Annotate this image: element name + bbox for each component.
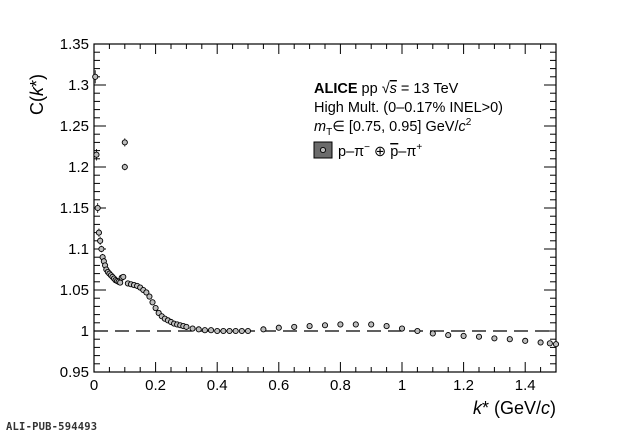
y-tick-label: 1.05 bbox=[60, 282, 89, 299]
data-point bbox=[146, 293, 153, 300]
data-point bbox=[537, 339, 544, 346]
data-point bbox=[94, 204, 101, 212]
data-point bbox=[220, 327, 227, 335]
y-tick-label: 1.35 bbox=[60, 36, 89, 53]
x-tick-label: 0.2 bbox=[145, 377, 166, 394]
data-point bbox=[121, 139, 128, 146]
x-axis-title: k* (GeV/c) bbox=[473, 398, 556, 418]
data-point bbox=[201, 327, 208, 334]
data-point bbox=[275, 324, 282, 331]
data-point bbox=[232, 327, 239, 335]
data-point bbox=[120, 273, 127, 280]
x-tick-label: 0 bbox=[90, 377, 98, 394]
y-tick-label: 1.15 bbox=[60, 200, 89, 217]
data-point bbox=[352, 321, 359, 328]
data-point bbox=[491, 335, 498, 342]
data-point bbox=[475, 333, 483, 340]
annotation-selection: High Mult. (0–0.17% INEL>0) bbox=[314, 100, 503, 116]
data-point bbox=[195, 326, 202, 333]
data-point bbox=[244, 327, 252, 335]
x-axis-ticks: 0 0.2 0.4 0.6 0.8 1 1.2 1.4 bbox=[90, 44, 557, 394]
data-point bbox=[238, 327, 245, 335]
x-tick-label: 0.8 bbox=[330, 377, 351, 394]
data-point bbox=[149, 299, 156, 306]
data-point bbox=[98, 245, 105, 253]
data-point bbox=[117, 279, 124, 286]
data-point bbox=[522, 337, 529, 344]
y-tick-label: 1 bbox=[81, 323, 89, 340]
data-point bbox=[546, 340, 553, 347]
data-point bbox=[260, 326, 267, 333]
y-tick-label: 1.1 bbox=[68, 241, 89, 258]
y-axis-title: C(k*) bbox=[27, 74, 47, 115]
data-point bbox=[445, 332, 452, 339]
data-point bbox=[506, 336, 513, 343]
data-point bbox=[368, 321, 375, 328]
y-tick-label: 1.2 bbox=[68, 159, 89, 176]
data-point bbox=[97, 237, 104, 244]
data-point bbox=[93, 151, 100, 158]
data-point bbox=[321, 322, 329, 329]
annotation-mt-range: mT∈ [0.75, 0.95] GeV/c2 bbox=[314, 117, 472, 138]
x-tick-label: 1.2 bbox=[453, 377, 474, 394]
data-series-p-pi bbox=[92, 70, 560, 348]
data-point bbox=[189, 325, 196, 332]
data-point bbox=[398, 325, 406, 332]
legend: ALICE pp √s = 13 TeV High Mult. (0–0.17%… bbox=[313, 81, 503, 160]
data-point bbox=[95, 229, 102, 236]
data-point bbox=[429, 330, 436, 337]
data-point bbox=[121, 163, 128, 171]
legend-entry-label: p–π− ⊕ p–π+ bbox=[338, 142, 422, 160]
data-point bbox=[152, 304, 159, 312]
y-tick-label: 1.25 bbox=[60, 118, 89, 135]
data-point bbox=[460, 332, 467, 339]
data-point bbox=[414, 327, 421, 335]
y-tick-label: 0.95 bbox=[60, 364, 89, 381]
publication-id: ALI-PUB-594493 bbox=[6, 421, 98, 433]
x-tick-label: 1.4 bbox=[515, 377, 536, 394]
data-point bbox=[383, 323, 390, 330]
data-point bbox=[214, 327, 221, 335]
y-axis-ticks: 0.95 1 1.05 1.1 1.15 1.2 1.25 1.3 1.35 bbox=[60, 36, 556, 381]
x-tick-label: 0.6 bbox=[268, 377, 289, 394]
data-point bbox=[207, 327, 215, 334]
x-tick-label: 1 bbox=[398, 377, 406, 394]
data-point bbox=[291, 323, 298, 330]
data-point bbox=[337, 321, 344, 328]
data-point bbox=[306, 323, 313, 330]
data-point bbox=[183, 323, 190, 330]
y-tick-label: 1.3 bbox=[68, 77, 89, 94]
legend-marker-circle bbox=[319, 146, 327, 154]
x-tick-label: 0.4 bbox=[207, 377, 228, 394]
data-point bbox=[552, 341, 560, 348]
data-point bbox=[143, 289, 150, 296]
data-point bbox=[226, 327, 233, 335]
data-point bbox=[92, 73, 99, 80]
annotation-experiment-system: ALICE pp √s = 13 TeV bbox=[314, 81, 459, 97]
sqrt-s-symbol: √ bbox=[382, 81, 390, 97]
